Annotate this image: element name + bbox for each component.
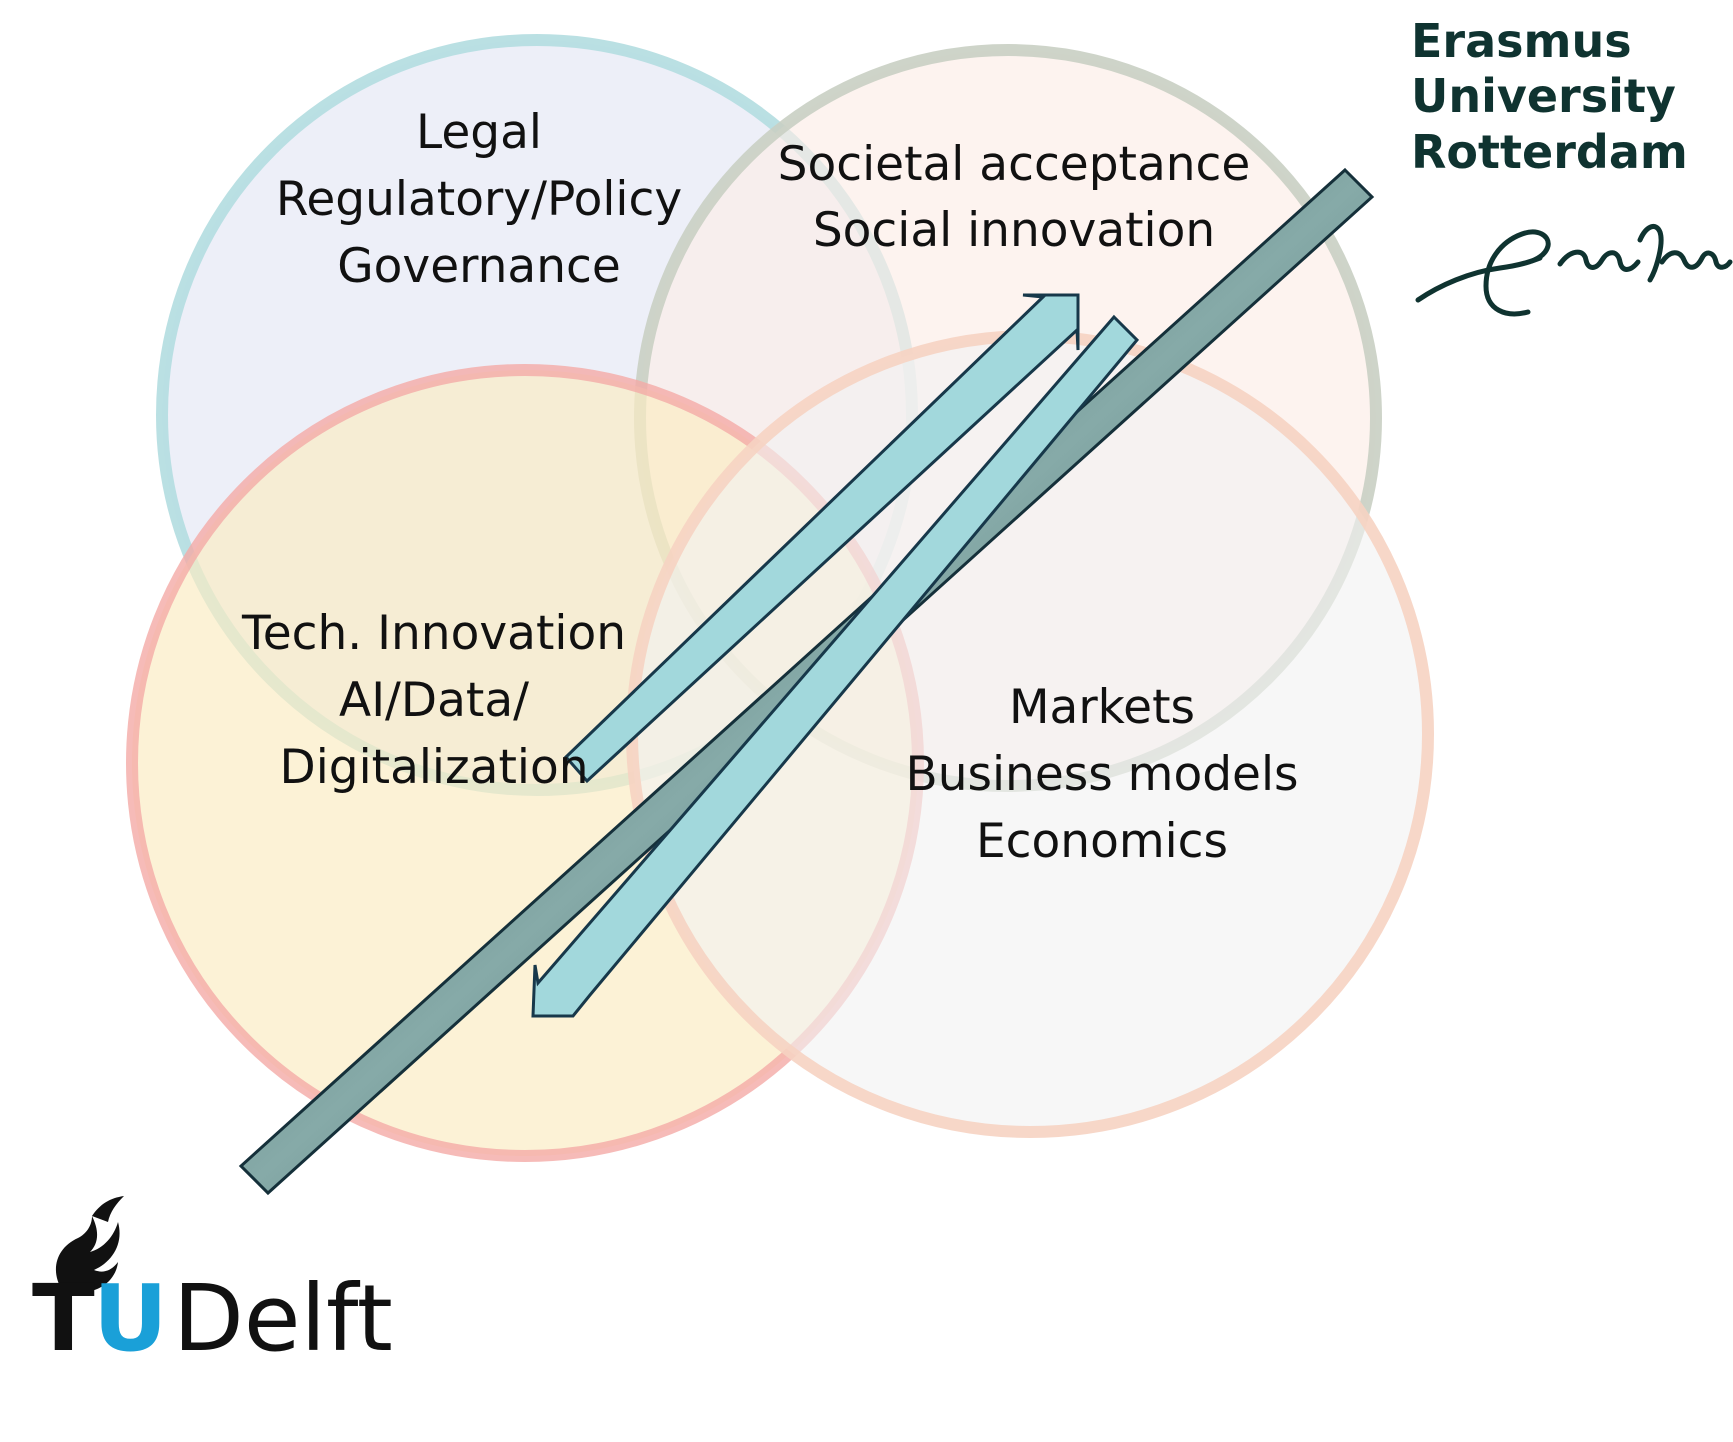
erasmus-logo: Erasmus University Rotterdam xyxy=(1411,14,1733,317)
tech-line-3: Digitalization xyxy=(280,740,589,795)
arrow-down-left xyxy=(531,314,1140,1018)
markets-line-1: Markets xyxy=(1009,680,1195,735)
legal-line-2: Regulatory/Policy xyxy=(276,172,682,227)
arrow-up-right xyxy=(563,293,1080,784)
erasmus-logo-line-3: Rotterdam xyxy=(1411,125,1688,179)
legal-line-1: Legal xyxy=(416,105,542,160)
markets-line-2: Business models xyxy=(905,747,1298,802)
legal-line-3: Governance xyxy=(337,239,621,294)
tudelft-u: U xyxy=(93,1265,168,1372)
tech-line-2: AI/Data/ xyxy=(339,673,529,728)
societal-line-2: Social innovation xyxy=(813,203,1215,258)
markets-line-3: Economics xyxy=(976,814,1228,869)
flame-icon xyxy=(55,1196,124,1292)
tudelft-t: T xyxy=(32,1265,95,1372)
erasmus-logo-line-2: University xyxy=(1411,69,1676,123)
erasmus-logo-line-1: Erasmus xyxy=(1411,14,1632,68)
erasmus-signature-icon xyxy=(1415,223,1733,317)
tudelft-logo: T U Delft xyxy=(32,1196,393,1372)
tudelft-delft: Delft xyxy=(173,1265,393,1372)
tech-line-1: Tech. Innovation xyxy=(241,606,626,661)
societal-line-1: Societal acceptance xyxy=(778,137,1251,192)
